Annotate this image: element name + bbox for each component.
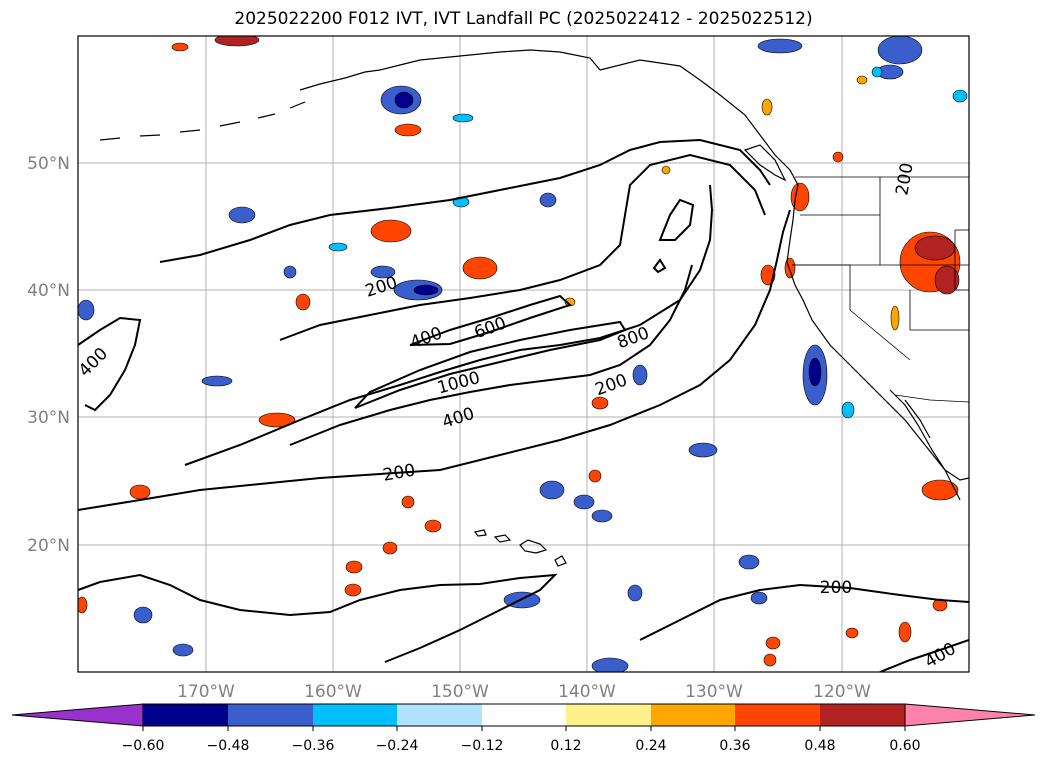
ivt-contours [78, 138, 969, 672]
lat-tick-label: 40°N [27, 281, 70, 301]
plot-area [78, 36, 969, 672]
colorbar-segment [820, 704, 905, 726]
colorbar-tick-label: 0.12 [550, 738, 581, 754]
lon-tick-label: 150°W [431, 682, 489, 702]
lon-tick-labels: 170°W 160°W 150°W 140°W 130°W 120°W [177, 682, 871, 702]
borders [792, 176, 969, 403]
colorbar-tick-label: 0.24 [635, 738, 666, 754]
lat-tick-label: 50°N [27, 154, 70, 174]
colorbar-tick-label: −0.48 [207, 738, 250, 754]
colorbar-tick-label: −0.36 [292, 738, 335, 754]
lon-tick-label: 170°W [177, 682, 235, 702]
colorbar-tick-label: −0.60 [122, 738, 165, 754]
contour-label: 200 [820, 578, 852, 598]
pc-anomaly-fill [78, 36, 968, 672]
colorbar-extend-high [904, 703, 1036, 727]
colorbar-segment [313, 704, 397, 726]
colorbar: −0.60 −0.48 −0.36 −0.24 −0.12 0.12 0.24 … [11, 703, 1036, 754]
colorbar-frame [142, 703, 906, 727]
colorbar-segment [482, 704, 566, 726]
colorbar-tick-label: 0.36 [719, 738, 750, 754]
colorbar-tick-label: 0.48 [804, 738, 835, 754]
colorbar-extend-low [11, 703, 144, 727]
plot-frame [77, 35, 970, 673]
map-title: 2025022200 F012 IVT, IVT Landfall PC (20… [234, 9, 813, 29]
colorbar-segment [735, 704, 820, 726]
colorbar-segment [143, 704, 228, 726]
colorbar-segment [651, 704, 735, 726]
colorbar-segment [397, 704, 482, 726]
colorbar-tick-label: 0.60 [889, 738, 920, 754]
lon-tick-label: 140°W [558, 682, 616, 702]
lon-tick-label: 130°W [685, 682, 743, 702]
lat-tick-labels: 20°N 30°N 40°N 50°N [27, 154, 70, 556]
colorbar-segment [566, 704, 651, 726]
colorbar-tick-label: −0.12 [461, 738, 504, 754]
coastlines [99, 49, 969, 567]
lon-tick-label: 120°W [813, 682, 871, 702]
lon-tick-label: 160°W [304, 682, 362, 702]
colorbar-tick-label: −0.24 [376, 738, 419, 754]
lat-tick-label: 30°N [27, 408, 70, 428]
lat-tick-label: 20°N [27, 536, 70, 556]
colorbar-segment [228, 704, 313, 726]
